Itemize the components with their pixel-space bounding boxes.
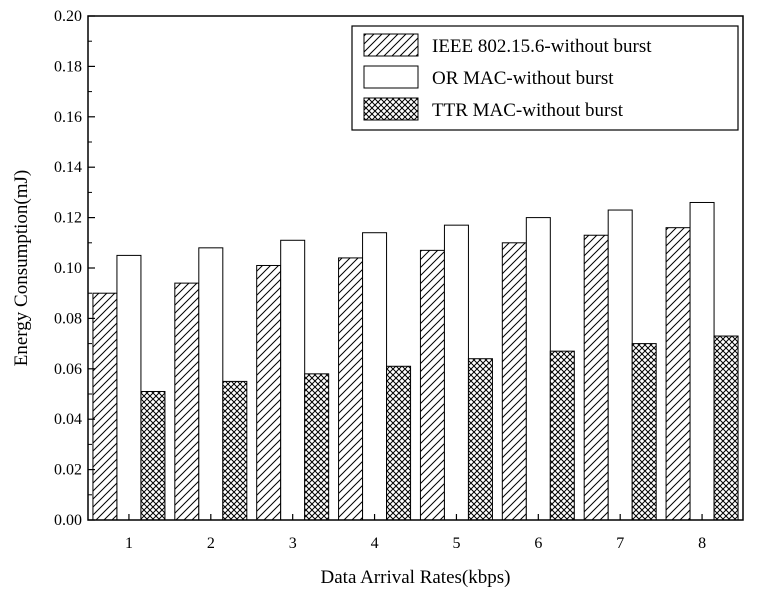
y-tick-label: 0.00 (54, 512, 82, 529)
y-tick-label: 0.12 (54, 210, 82, 227)
legend: IEEE 802.15.6-without burst OR MAC-withou… (351, 25, 739, 131)
bar-s2-4 (362, 232, 388, 521)
x-tick-label: 3 (289, 535, 297, 552)
x-tick-label: 4 (371, 535, 379, 552)
bar-s3-2 (222, 380, 248, 521)
bar-s1-3 (256, 264, 282, 521)
legend-swatch-1 (363, 33, 419, 57)
legend-label-3: TTR MAC-without burst (432, 100, 624, 121)
y-tick-label: 0.08 (54, 310, 82, 327)
bar-s2-1 (116, 254, 142, 521)
y-tick-label: 0.14 (54, 159, 82, 176)
axes-layer: 0.00 0.02 0.04 0.06 0.08 0.10 0.12 0.14 0.16 0.18… (54, 8, 706, 552)
bar-s2-2 (198, 247, 224, 521)
y-tick-label: 0.04 (54, 411, 82, 428)
legend-label-1: IEEE 802.15.6-without burst (432, 36, 652, 57)
x-tick-label: 2 (207, 535, 215, 552)
x-axis-title: Data Arrival Rates(kbps) (321, 567, 511, 588)
legend-label-2: OR MAC-without burst (432, 68, 614, 89)
bar-s3-1 (140, 390, 166, 521)
bar-s2-5 (443, 224, 469, 521)
y-tick-label: 0.06 (54, 361, 82, 378)
y-tick-label: 0.10 (54, 260, 82, 277)
legend-swatch-2 (363, 65, 419, 89)
legend-swatch-3 (363, 97, 419, 121)
bar-s3-4 (386, 365, 412, 521)
bar-s3-6 (549, 350, 575, 521)
y-tick-label: 0.02 (54, 462, 82, 479)
bars-layer (92, 201, 739, 521)
bar-s1-2 (174, 282, 200, 521)
bar-s3-5 (467, 358, 493, 521)
bar-s1-1 (92, 292, 118, 521)
bar-s1-8 (665, 227, 691, 521)
bar-s1-5 (419, 249, 445, 521)
bar-s3-8 (713, 335, 739, 521)
bar-s2-7 (607, 209, 633, 521)
y-tick-label: 0.18 (54, 58, 82, 75)
x-tick-label: 8 (698, 535, 706, 552)
bar-s1-7 (583, 234, 609, 521)
x-tick-label: 1 (125, 535, 133, 552)
y-axis-title: Energy Consumption(mJ) (11, 170, 32, 367)
y-tick-label: 0.20 (54, 8, 82, 25)
bar-s2-6 (525, 217, 551, 521)
x-tick-label: 6 (534, 535, 542, 552)
x-tick-label: 7 (616, 535, 624, 552)
bar-s1-4 (338, 257, 364, 521)
bar-s3-3 (304, 373, 330, 521)
bar-s2-8 (689, 201, 715, 521)
y-tick-label: 0.16 (54, 109, 82, 126)
x-tick-label: 5 (452, 535, 460, 552)
bar-s3-7 (631, 343, 657, 521)
bar-s1-6 (501, 242, 527, 521)
bar-s2-3 (280, 239, 306, 521)
